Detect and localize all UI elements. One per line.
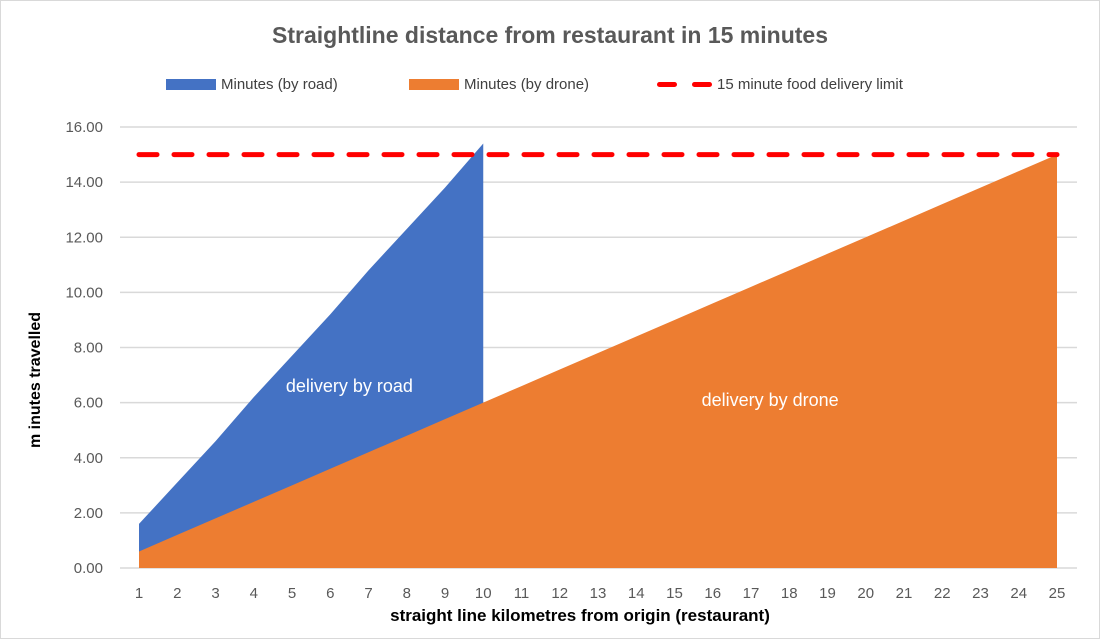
x-tick-label: 15: [666, 585, 683, 602]
y-tick-label: 14.00: [65, 174, 103, 191]
annotations: delivery by road delivery by drone: [286, 376, 839, 410]
x-tick-label: 1: [135, 585, 143, 602]
drone-swatch-icon: [409, 79, 459, 90]
legend-item-road[interactable]: Minutes (by road): [166, 76, 338, 93]
x-tick-label: 7: [364, 585, 372, 602]
x-tick-label: 3: [211, 585, 219, 602]
x-tick-label: 21: [896, 585, 913, 602]
legend-label-road: Minutes (by road): [221, 76, 338, 93]
y-tick-label: 10.00: [65, 284, 103, 301]
legend-item-limit[interactable]: 15 minute food delivery limit: [657, 76, 903, 93]
x-tick-label: 12: [551, 585, 568, 602]
y-tick-label: 16.00: [65, 119, 103, 136]
x-tick-label: 9: [441, 585, 449, 602]
legend: Minutes (by road) Minutes (by drone) 15 …: [0, 76, 1100, 96]
x-tick-label: 6: [326, 585, 334, 602]
y-tick-label: 0.00: [74, 560, 103, 577]
x-tick-label: 18: [781, 585, 798, 602]
x-axis-title: straight line kilometres from origin (re…: [390, 606, 770, 625]
x-tick-label: 16: [704, 585, 721, 602]
legend-label-drone: Minutes (by drone): [464, 76, 590, 93]
y-tick-label: 8.00: [74, 340, 103, 357]
x-tick-label: 19: [819, 585, 836, 602]
x-tick-label: 20: [857, 585, 874, 602]
drone-annotation: delivery by drone: [702, 390, 839, 410]
x-tick-label: 11: [514, 585, 530, 602]
road-annotation: delivery by road: [286, 376, 413, 396]
dashed-line-icon: [657, 79, 713, 90]
x-tick-label: 14: [628, 585, 645, 602]
x-tick-label: 25: [1049, 585, 1066, 602]
road-swatch-icon: [166, 79, 216, 90]
x-tick-label: 22: [934, 585, 951, 602]
x-tick-label: 2: [173, 585, 181, 602]
legend-label-limit: 15 minute food delivery limit: [717, 76, 903, 93]
y-tick-label: 6.00: [74, 395, 103, 412]
y-axis-ticks: 0.00 2.00 4.00 6.00 8.00 10.00 12.00 14.00 16.00: [65, 119, 103, 577]
y-tick-label: 12.00: [65, 229, 103, 246]
area-drone: [139, 154, 1057, 568]
chart-title: Straightline distance from restaurant in…: [272, 22, 828, 48]
x-tick-label: 17: [743, 585, 760, 602]
x-tick-label: 8: [403, 585, 411, 602]
data-areas: [139, 143, 1057, 568]
x-tick-label: 4: [250, 585, 258, 602]
y-tick-label: 4.00: [74, 450, 103, 467]
x-axis-ticks: 1 2 3 4 5 6 7 8 9 10 11 12 13 14 15 16 17 18 19 20 21 22 23 24 2…: [135, 585, 1066, 602]
x-tick-label: 10: [475, 585, 492, 602]
x-tick-label: 13: [590, 585, 607, 602]
y-tick-label: 2.00: [74, 505, 103, 522]
x-tick-label: 5: [288, 585, 296, 602]
x-tick-label: 23: [972, 585, 989, 602]
x-tick-label: 24: [1010, 585, 1027, 602]
legend-item-drone[interactable]: Minutes (by drone): [409, 76, 589, 93]
